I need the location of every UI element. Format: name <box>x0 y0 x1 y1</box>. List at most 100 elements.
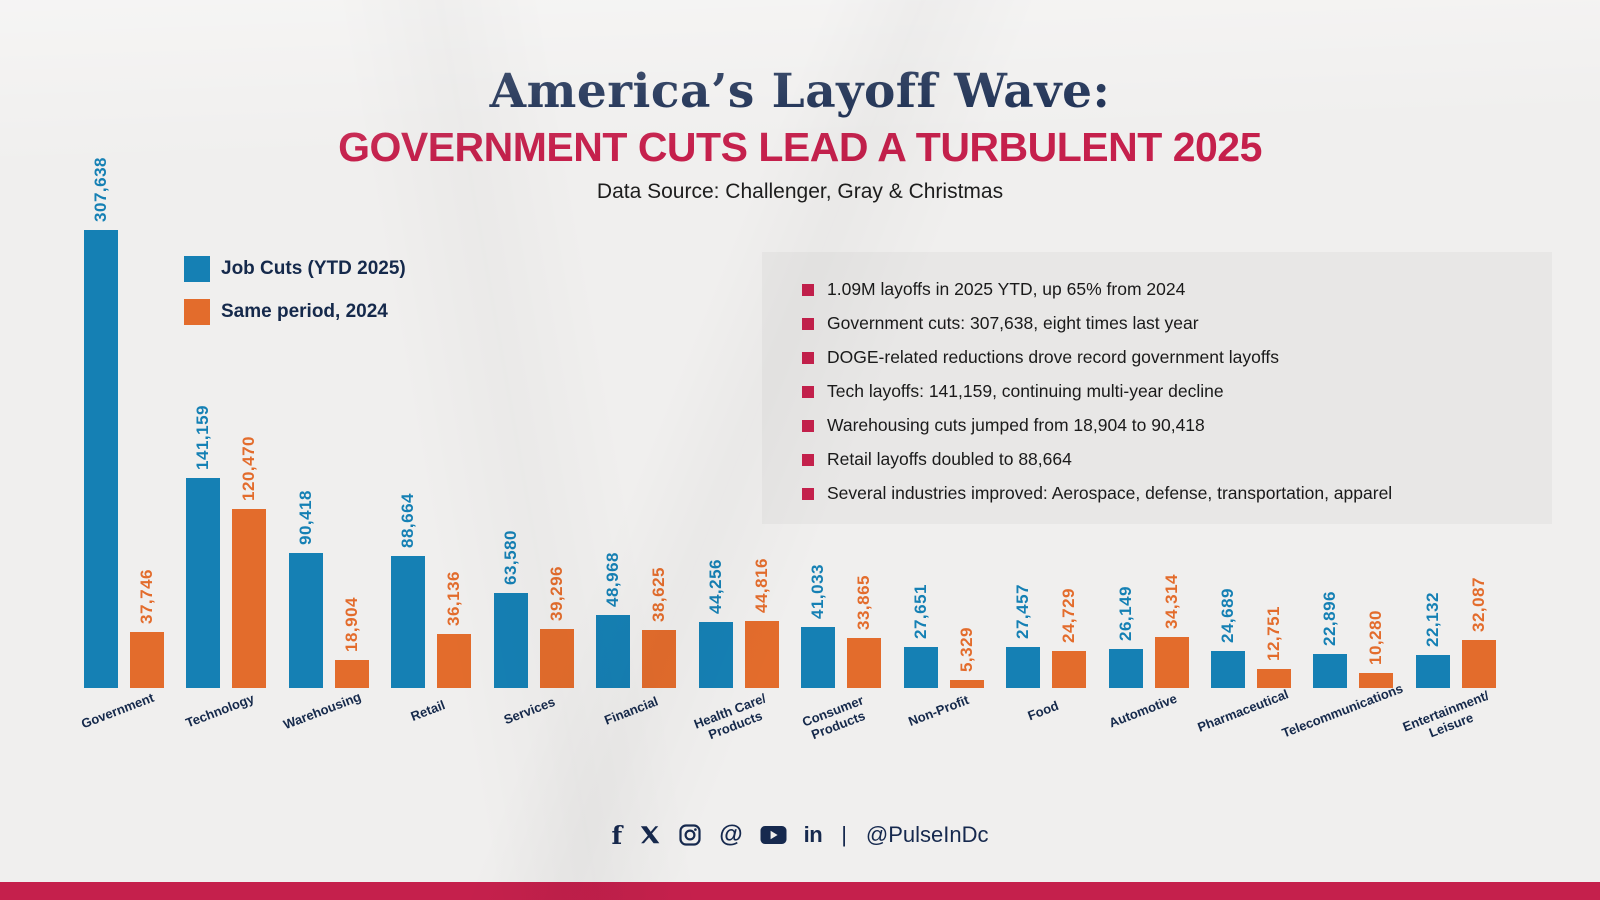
fact-text: Tech layoffs: 141,159, continuing multi-… <box>827 381 1224 401</box>
bar-group: 44,256 44,816 Health Care/ Products <box>692 558 779 742</box>
category-label: Telecommunications <box>1280 680 1406 741</box>
bar-value-label: 33,865 <box>854 575 874 630</box>
layoffs-bar-chart: Job Cuts (YTD 2025) Same period, 2024 307… <box>79 157 1496 742</box>
bar-2025 <box>801 627 836 688</box>
category-label: Warehousing <box>281 688 363 733</box>
category-label: Food <box>1025 697 1061 724</box>
fact-text: 1.09M layoffs in 2025 YTD, up 65% from 2… <box>827 279 1186 299</box>
category-label: Entertainment/ Leisure <box>1400 687 1491 741</box>
fact-text: DOGE-related reductions drove record gov… <box>827 347 1279 367</box>
fact-item-1: Government cuts: 307,638, eight times la… <box>802 313 1532 334</box>
bar-value-label: 22,132 <box>1422 592 1442 647</box>
fact-text: Several industries improved: Aerospace, … <box>827 483 1393 503</box>
bar-value-label: 44,816 <box>751 558 771 613</box>
category-label: Pharmaceutical <box>1195 686 1291 735</box>
key-facts-panel: 1.09M layoffs in 2025 YTD, up 65% from 2… <box>762 252 1552 524</box>
legend-swatch <box>184 256 210 282</box>
bar-group: 307,638 37,746 Government <box>79 157 164 731</box>
bar-value-label: 32,087 <box>1468 577 1488 632</box>
facebook-icon: f <box>611 820 623 850</box>
x-icon <box>639 822 661 848</box>
fact-item-3: Tech layoffs: 141,159, continuing multi-… <box>802 381 1532 402</box>
category-label: Financial <box>602 693 661 728</box>
chart-legend: Job Cuts (YTD 2025) Same period, 2024 <box>184 256 406 325</box>
bar-2025-column: 63,580 <box>493 530 528 688</box>
category-label: Automotive <box>1106 690 1179 731</box>
bar-value-label: 120,470 <box>239 436 259 501</box>
bar-2024-column: 10,280 <box>1359 610 1394 688</box>
legend-item-0: Job Cuts (YTD 2025) <box>184 256 406 282</box>
bar-value-label: 24,729 <box>1059 588 1079 643</box>
bar-2025-column: 22,896 <box>1313 591 1348 688</box>
bar-2025 <box>1415 655 1450 688</box>
bar-value-label: 88,664 <box>398 493 418 548</box>
category-label: Health Care/ Products <box>691 690 768 743</box>
bar-value-label: 26,149 <box>1115 586 1135 641</box>
category-label: Non-Profit <box>905 692 971 729</box>
bar-2024-column: 34,314 <box>1154 574 1189 688</box>
fact-item-4: Warehousing cuts jumped from 18,904 to 9… <box>802 415 1532 436</box>
bar-2025-column: 48,968 <box>596 552 631 688</box>
bar-2024 <box>130 632 164 688</box>
bar-2024-column: 39,296 <box>539 566 574 688</box>
bar-2025 <box>493 593 528 688</box>
bar-2025 <box>698 622 733 688</box>
bar-group: 27,457 24,729 Food <box>1006 584 1087 723</box>
youtube-icon <box>760 822 787 848</box>
category-label: Retail <box>408 697 448 724</box>
bar-value-label: 27,457 <box>1013 584 1033 639</box>
bar-2024-column: 44,816 <box>744 558 779 688</box>
bar-2024-column: 33,865 <box>847 575 882 688</box>
bar-group: 22,132 32,087 Entertainment/ Leisure <box>1400 577 1496 740</box>
fact-item-0: 1.09M layoffs in 2025 YTD, up 65% from 2… <box>802 279 1532 300</box>
bar-group: 48,968 38,625 Financial <box>596 552 677 728</box>
bar-2024 <box>642 630 677 688</box>
bar-2025 <box>84 230 118 688</box>
bar-2025-column: 24,689 <box>1210 588 1245 688</box>
bar-2025-column: 88,664 <box>391 493 426 688</box>
bar-value-label: 48,968 <box>603 552 623 607</box>
bar-group: 24,689 12,751 Pharmaceutical <box>1195 588 1291 735</box>
bar-group: 26,149 34,314 Automotive <box>1106 574 1189 730</box>
bar-group: 88,664 36,136 Retail <box>391 493 472 724</box>
bar-value-label: 38,625 <box>649 567 669 622</box>
bar-value-label: 27,651 <box>910 584 930 639</box>
bottom-accent-bar <box>0 882 1600 900</box>
bar-value-label: 10,280 <box>1366 610 1386 665</box>
bar-value-label: 24,689 <box>1217 588 1237 643</box>
bar-group: 141,159 120,470 Technology <box>184 405 267 730</box>
bar-2025 <box>1313 654 1348 688</box>
bar-2024 <box>949 680 984 688</box>
bar-value-label: 12,751 <box>1263 606 1283 661</box>
bar-value-label: 18,904 <box>341 597 361 652</box>
threads-icon: @ <box>719 821 743 848</box>
bar-2025-column: 27,457 <box>1006 584 1041 688</box>
bar-2024-column: 12,751 <box>1256 606 1291 688</box>
category-label: Consumer Products <box>800 692 868 743</box>
bullet-marker-icon <box>802 385 814 398</box>
bar-2025 <box>596 615 631 688</box>
bar-2024 <box>1359 673 1394 688</box>
bar-value-label: 36,136 <box>444 571 464 626</box>
bar-2024-column: 37,746 <box>130 569 164 688</box>
bar-2024-column: 36,136 <box>437 571 472 688</box>
bar-2025 <box>1006 647 1041 688</box>
category-label: Services <box>501 693 557 728</box>
legend-swatch <box>184 299 210 325</box>
bar-value-label: 39,296 <box>546 566 566 621</box>
bar-group: 90,418 18,904 Warehousing <box>281 490 369 732</box>
bar-2025-column: 26,149 <box>1108 586 1143 688</box>
fact-item-5: Retail layoffs doubled to 88,664 <box>802 449 1532 470</box>
bar-2025 <box>288 553 323 688</box>
bar-group: 41,033 33,865 Consumer Products <box>800 564 882 742</box>
bar-2024 <box>1256 669 1291 688</box>
fact-item-6: Several industries improved: Aerospace, … <box>802 483 1532 504</box>
fact-text: Government cuts: 307,638, eight times la… <box>827 313 1199 333</box>
bar-2024 <box>1154 637 1189 688</box>
bar-2024 <box>232 509 267 688</box>
bar-value-label: 44,256 <box>705 559 725 614</box>
bar-group: 22,896 10,280 Telecommunications <box>1280 591 1405 741</box>
bar-2024 <box>1461 640 1496 688</box>
bar-value-label: 37,746 <box>137 569 156 624</box>
bar-2025 <box>391 556 426 688</box>
